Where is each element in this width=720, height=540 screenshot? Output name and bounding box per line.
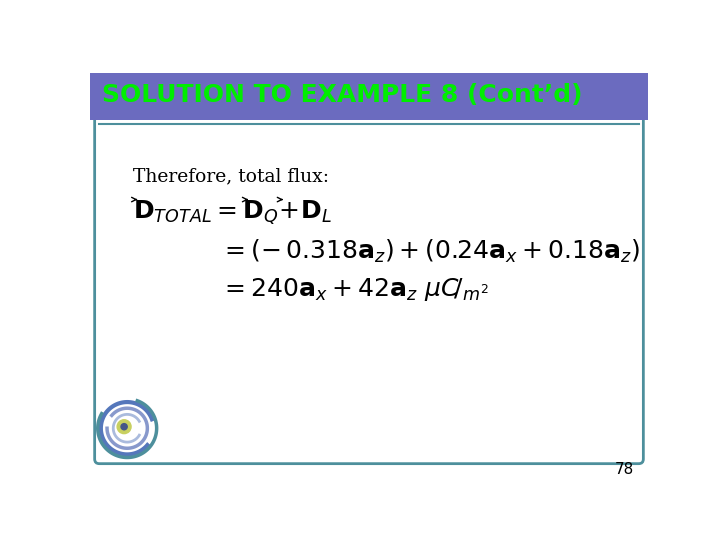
Text: $=240\mathbf{a}_x+42\mathbf{a}_z\ \mu\mathit{C}\!/_{m^2}$: $=240\mathbf{a}_x+42\mathbf{a}_z\ \mu\ma…	[220, 276, 489, 303]
Text: Therefore, total flux:: Therefore, total flux:	[132, 167, 328, 185]
Text: $\mathbf{D}_{TOTAL} = \mathbf{D}_Q\!+\!\mathbf{D}_L$: $\mathbf{D}_{TOTAL} = \mathbf{D}_Q\!+\!\…	[132, 199, 332, 227]
Circle shape	[121, 423, 127, 430]
FancyBboxPatch shape	[94, 110, 644, 464]
Bar	[90, 65, 648, 73]
Bar	[90, 73, 648, 120]
Text: SOLUTION TO EXAMPLE 8 (Cont’d): SOLUTION TO EXAMPLE 8 (Cont’d)	[102, 83, 583, 107]
Text: 78: 78	[615, 462, 634, 477]
Circle shape	[117, 420, 131, 434]
Text: $=(-\,0.318\mathbf{a}_z)+(0.24\mathbf{a}_x+0.18\mathbf{a}_z)$: $=(-\,0.318\mathbf{a}_z)+(0.24\mathbf{a}…	[220, 238, 640, 265]
